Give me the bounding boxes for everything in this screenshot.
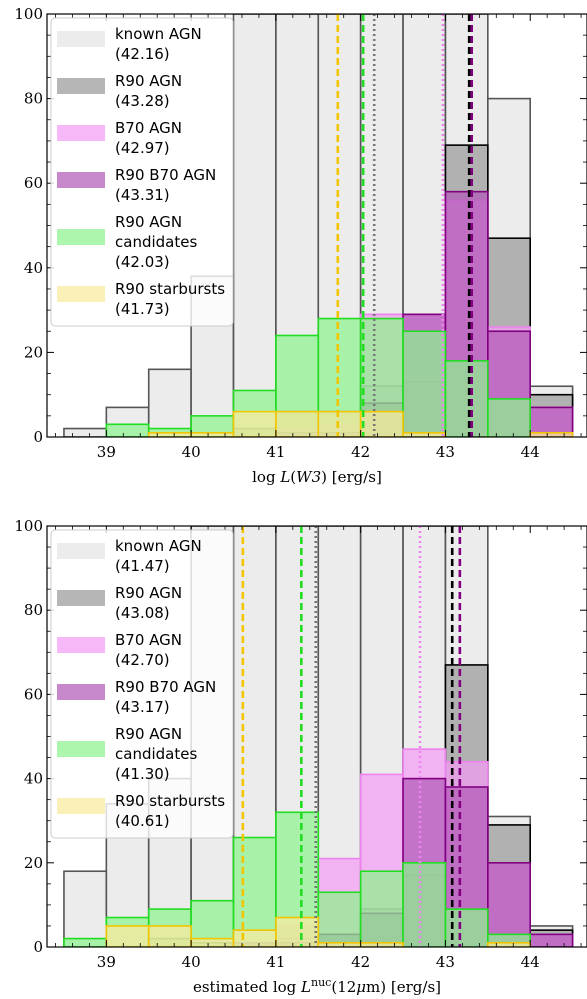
legend-label-b70: B70 AGN (42.70): [115, 631, 182, 669]
legend-label-r90: R90 AGN (43.28): [115, 72, 182, 110]
bar-sb-bin-5: [275, 410, 320, 437]
x-tick-label: 43: [436, 953, 455, 971]
y-tick-label: 20: [24, 343, 43, 361]
legend-swatch-b70: [57, 125, 105, 141]
x-tick-label: 44: [521, 953, 540, 971]
bar-sb-bin-1: [105, 925, 150, 947]
legend-swatch-sb: [57, 286, 105, 302]
bar-sb-bin-4: [232, 929, 277, 947]
y-axis: 0 20 40 60 80 100: [14, 517, 587, 956]
bar-sb-bin-3: [190, 937, 235, 947]
bar-sb-bin-7: [359, 410, 404, 437]
y-tick-label: 40: [24, 259, 43, 277]
legend-label-r90: R90 AGN (43.08): [115, 584, 182, 622]
legend-label-cand: R90 AGN candidates (41.30): [115, 725, 197, 783]
legend-label-known: known AGN (42.16): [115, 25, 202, 63]
legend-label-b70: B70 AGN (42.97): [115, 119, 182, 157]
x-tick-label: 39: [97, 953, 116, 971]
bar-sb-bin-6: [317, 941, 362, 947]
legend-swatch-known: [57, 31, 105, 47]
bar-sb-bin-5: [275, 916, 320, 947]
y-tick-label: 80: [24, 90, 43, 108]
x-tick-label: 40: [182, 953, 201, 971]
legend-label-sb: R90 starbursts (41.73): [115, 280, 225, 318]
bar-sb-bin-8: [402, 431, 447, 437]
histogram-chart-nuc12: 39 40 41 42 43 44 0 20 40 60 80 100 estimated log Ln…: [14, 517, 587, 997]
x-tick-label: 40: [182, 443, 201, 461]
bar-sb-bin-2: [147, 431, 192, 437]
legend: known AGN (42.16) R90 AGN (43.28) B70 AGN (42…: [50, 17, 234, 327]
y-tick-label: 0: [33, 938, 43, 956]
x-tick-label: 43: [436, 443, 455, 461]
legend-label-known: known AGN (41.47): [115, 537, 202, 575]
y-tick-label: 60: [24, 174, 43, 192]
x-axis-label: estimated log Lnuc(12μm) [erg/s]: [193, 976, 441, 997]
bar-sb-bin-10: [487, 941, 532, 947]
x-axis: 39 40 41 42 43 44: [55, 14, 582, 461]
bar-sb-bin-2: [147, 925, 192, 947]
y-tick-label: 20: [24, 854, 43, 872]
x-tick-label: 41: [266, 953, 285, 971]
legend-swatch-r90b70: [57, 684, 105, 700]
x-axis: 39 40 41 42 43 44: [55, 526, 582, 971]
legend-swatch-cand: [57, 229, 105, 245]
legend: known AGN (41.47) R90 AGN (43.08) B70 AGN (42…: [50, 529, 234, 839]
x-axis-label: log L(W3) [erg/s]: [252, 468, 382, 486]
y-axis: 0 20 40 60 80 100: [14, 5, 587, 446]
legend-label-r90b70: R90 B70 AGN (43.17): [115, 678, 216, 716]
x-tick-label: 44: [521, 443, 540, 461]
bar-sb-bin-6: [317, 410, 362, 437]
y-tick-label: 60: [24, 685, 43, 703]
legend-swatch-cand: [57, 741, 105, 757]
legend-box: [50, 17, 234, 327]
bar-cand-bin-7: [359, 870, 404, 947]
y-tick-label: 40: [24, 770, 43, 788]
legend-label-r90b70: R90 B70 AGN (43.31): [115, 166, 216, 204]
y-tick-label: 100: [14, 5, 43, 23]
bar-cand-bin-8: [402, 330, 447, 437]
x-tick-label: 39: [97, 443, 116, 461]
legend-swatch-r90b70: [57, 172, 105, 188]
legend-swatch-r90: [57, 590, 105, 606]
bar-sb-bin-4: [232, 410, 277, 437]
bar-known-bin-0: [63, 870, 108, 947]
bar-sb-bin-7: [359, 941, 404, 947]
x-tick-label: 42: [351, 443, 370, 461]
y-tick-label: 100: [14, 517, 43, 535]
x-tick-label: 41: [266, 443, 285, 461]
legend-swatch-r90: [57, 78, 105, 94]
legend-swatch-known: [57, 543, 105, 559]
bar-cand-bin-1: [105, 423, 150, 437]
bar-sb-bin-11: [529, 431, 574, 437]
bar-cand-bin-10: [487, 398, 532, 437]
legend-label-cand: R90 AGN candidates (42.03): [115, 213, 197, 271]
legend-box: [50, 529, 234, 839]
legend-label-sb: R90 starbursts (40.61): [115, 792, 225, 830]
x-tick-label: 42: [351, 953, 370, 971]
bar-cand-bin-6: [317, 891, 362, 947]
bar-r90b70-bin-11: [529, 933, 574, 947]
bar-cand-bin-8: [402, 861, 447, 947]
bar-cand-bin-0: [63, 937, 108, 947]
legend-swatch-b70: [57, 637, 105, 653]
bar-cand-bin-9: [444, 360, 489, 437]
legend-swatch-sb: [57, 798, 105, 814]
bar-known-bin-2: [147, 368, 192, 437]
bar-known-bin-0: [63, 427, 108, 437]
y-tick-label: 80: [24, 601, 43, 619]
y-tick-label: 0: [33, 428, 43, 446]
plot-area: [63, 14, 574, 437]
bar-known-bin-4: [232, 14, 277, 437]
bar-sb-bin-3: [190, 431, 235, 437]
histogram-chart-w3: 39 40 41 42 43 44 0 20 40 60 80 100 log L(W3) [erg/s…: [14, 5, 587, 486]
series-cand: [105, 317, 532, 437]
